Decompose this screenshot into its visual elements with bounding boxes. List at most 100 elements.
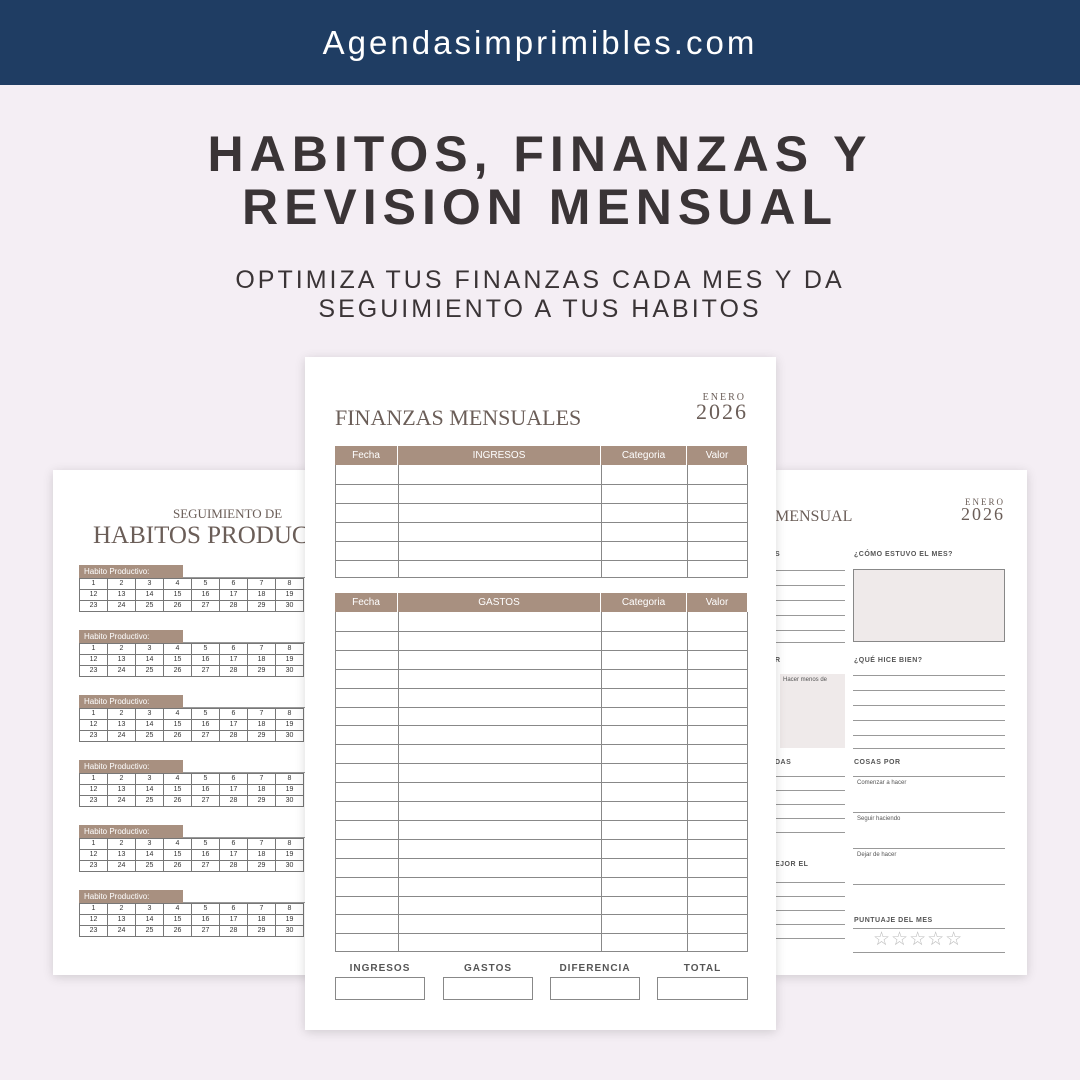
- habit-cell: 23: [79, 665, 108, 677]
- habit-label: Habito Productivo:: [79, 825, 183, 838]
- habit-cell: 30: [275, 600, 304, 612]
- habit-cell: 24: [107, 795, 136, 807]
- row-line: [335, 914, 748, 916]
- row-line: [335, 895, 748, 897]
- line: [775, 882, 845, 883]
- habit-cell: 26: [163, 600, 192, 612]
- table-header: GASTOS: [398, 593, 601, 612]
- col-line: [601, 465, 602, 579]
- habit-cell: 24: [107, 925, 136, 937]
- total-box: [443, 977, 533, 1000]
- habit-cell: 29: [247, 795, 276, 807]
- review-page: ENERO 2026 MENSUAL S R Hacer menos de DA…: [775, 470, 1027, 975]
- table-header: Valor: [687, 593, 748, 612]
- table-header: Categoria: [601, 593, 687, 612]
- label: EJOR EL: [775, 861, 809, 868]
- line: [775, 924, 845, 925]
- habit-cell: 26: [163, 860, 192, 872]
- row-line: [335, 687, 748, 689]
- question: PUNTUAJE DEL MES: [854, 917, 933, 924]
- row-line: [335, 630, 748, 632]
- row-line: [335, 483, 748, 485]
- month: ENERO: [702, 392, 746, 403]
- table-header: Fecha: [335, 446, 398, 465]
- habit-cell: 28: [219, 860, 248, 872]
- row-line: [335, 857, 748, 859]
- habit-cell: 30: [275, 795, 304, 807]
- line: [853, 928, 1005, 929]
- page-title: MENSUAL: [775, 508, 853, 525]
- row-line: [335, 933, 748, 935]
- line: [183, 772, 313, 773]
- line: [775, 642, 845, 643]
- row-line: [335, 502, 748, 504]
- line: [853, 690, 1005, 691]
- habit-cell: 27: [191, 665, 220, 677]
- total-box: [657, 977, 748, 1000]
- habits-page: SEGUIMIENTO DE HABITOS PRODUCT Habito Pr…: [53, 470, 313, 975]
- habit-cell: 25: [135, 600, 164, 612]
- row-line: [335, 725, 748, 727]
- table-header: Valor: [687, 446, 748, 465]
- line: [775, 804, 845, 805]
- line: [775, 585, 845, 586]
- habit-cell: 30: [275, 730, 304, 742]
- line: [183, 902, 313, 903]
- line: [775, 938, 845, 939]
- line: [853, 705, 1005, 706]
- line: [853, 812, 1005, 813]
- line: [853, 675, 1005, 676]
- total-label: TOTAL: [683, 963, 722, 974]
- line: [775, 615, 845, 616]
- row-line: [335, 540, 748, 542]
- row-line: [335, 649, 748, 651]
- page-title: SEGUIMIENTO DE: [173, 506, 283, 521]
- title: HABITOS, FINANZAS Y: [207, 126, 873, 182]
- page-title: HABITOS PRODUCT: [93, 522, 313, 549]
- col-line: [601, 612, 602, 953]
- habit-cell: 25: [135, 925, 164, 937]
- row-line: [335, 521, 748, 523]
- line: [183, 707, 313, 708]
- row-line: [335, 838, 748, 840]
- month: ENERO: [965, 497, 1005, 507]
- habit-cell: 27: [191, 600, 220, 612]
- habit-cell: 29: [247, 665, 276, 677]
- habit-cell: 26: [163, 925, 192, 937]
- line: [775, 818, 845, 819]
- finance-page: FINANZAS MENSUALES ENERO 2026 Fecha INGRE…: [305, 357, 776, 1030]
- habit-cell: 28: [219, 795, 248, 807]
- line: [183, 642, 313, 643]
- habit-cell: 23: [79, 730, 108, 742]
- habit-cell: 24: [107, 665, 136, 677]
- habit-cell: 27: [191, 730, 220, 742]
- habit-cell: 23: [79, 600, 108, 612]
- row-line: [335, 706, 748, 708]
- habit-cell: 29: [247, 860, 276, 872]
- subtitle: OPTIMIZA TUS FINANZAS CADA MES Y DA: [235, 266, 845, 294]
- table-header: INGRESOS: [398, 446, 601, 465]
- row-line: [335, 668, 748, 670]
- habit-label: Habito Productivo:: [79, 890, 183, 903]
- habit-cell: 30: [275, 925, 304, 937]
- note-box: Hacer menos de: [780, 674, 845, 748]
- habit-label: Habito Productivo:: [79, 760, 183, 773]
- title: REVISION MENSUAL: [241, 179, 839, 235]
- row-line: [335, 819, 748, 821]
- habit-cell: 25: [135, 860, 164, 872]
- table-header: Fecha: [335, 593, 398, 612]
- site-banner: Agendasimprimibles.com: [0, 0, 1080, 85]
- answer-box: [853, 569, 1005, 642]
- habit-cell: 24: [107, 600, 136, 612]
- line: [853, 748, 1005, 749]
- line: [853, 848, 1005, 849]
- subtitle: SEGUIMIENTO A TUS HABITOS: [318, 295, 762, 323]
- habit-cell: 27: [191, 795, 220, 807]
- col-line: [398, 465, 399, 579]
- habit-cell: 28: [219, 730, 248, 742]
- habit-cell: 25: [135, 795, 164, 807]
- total-label: DIFERENCIA: [559, 963, 631, 974]
- habit-cell: 26: [163, 665, 192, 677]
- table-header: Categoria: [601, 446, 687, 465]
